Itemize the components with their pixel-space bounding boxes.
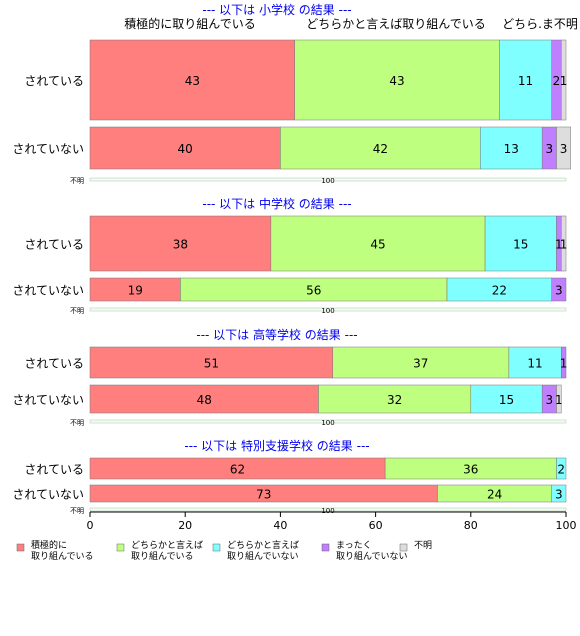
data-label: 32 xyxy=(387,393,402,407)
total-bar xyxy=(89,419,567,424)
legend-label: まったく取り組んでいない xyxy=(336,540,408,562)
total-value: 100 xyxy=(321,307,334,315)
data-label: 42 xyxy=(373,142,388,156)
row-label: されていない xyxy=(12,488,84,502)
data-label: 62 xyxy=(230,463,245,477)
data-label: 3 xyxy=(546,393,554,407)
legend-swatch xyxy=(212,543,221,552)
data-label: 2 xyxy=(553,74,561,88)
bar-segment xyxy=(560,215,567,272)
row-label: されている xyxy=(24,463,84,477)
bar-segment xyxy=(508,346,562,379)
data-label: 1 xyxy=(560,74,568,88)
data-label: 11 xyxy=(518,74,533,88)
data-label: 3 xyxy=(555,488,563,502)
data-label: 3 xyxy=(560,142,568,156)
data-label: 3 xyxy=(546,142,554,156)
legend-label: どちらかと言えば取り組んでいない xyxy=(227,539,299,562)
group-title: --- 以下は 中学校 の結果 --- xyxy=(202,196,351,211)
data-label: 1 xyxy=(560,238,568,252)
row-label: されている xyxy=(24,357,84,371)
total-value: 100 xyxy=(321,419,334,427)
bar-segment xyxy=(560,39,567,121)
bar-segment xyxy=(318,384,472,414)
row-label: されている xyxy=(24,238,84,252)
total-value: 100 xyxy=(321,177,334,185)
bar-segment xyxy=(560,346,567,379)
total-bar xyxy=(89,307,567,312)
bar-segment xyxy=(484,215,557,272)
data-label: 3 xyxy=(555,284,563,298)
category-header: 積極的に取り組んでいる xyxy=(124,16,255,31)
total-value: 100 xyxy=(321,507,334,515)
row-label: されていない xyxy=(12,393,84,407)
data-label: 1 xyxy=(555,393,563,407)
legend-label: 積極的に取り組んでいる xyxy=(31,539,94,562)
total-label: 不明 xyxy=(70,307,84,315)
data-label: 1 xyxy=(560,357,568,371)
data-label: 38 xyxy=(173,238,188,252)
data-label: 43 xyxy=(389,74,404,88)
x-tick-label: 0 xyxy=(87,519,94,532)
bar-segment xyxy=(89,126,281,170)
bar-segment xyxy=(556,126,572,170)
data-label: 22 xyxy=(492,284,507,298)
x-tick-label: 20 xyxy=(178,519,192,532)
data-label: 1 xyxy=(555,238,563,252)
legend-label: 不明 xyxy=(414,540,432,551)
legend-swatch xyxy=(116,543,125,552)
category-header: どちら.ま不明 xyxy=(502,17,578,31)
total-bar xyxy=(89,507,567,512)
x-tick-label: 60 xyxy=(369,519,383,532)
x-tick-label: 40 xyxy=(273,519,287,532)
total-label: 不明 xyxy=(70,507,84,515)
data-label: 15 xyxy=(499,393,514,407)
bar-segment xyxy=(551,484,567,503)
group-title: --- 以下は 小学校 の結果 --- xyxy=(202,2,351,17)
row-label: されていない xyxy=(12,284,84,298)
x-tick-label: 100 xyxy=(556,519,577,532)
bar-segment xyxy=(89,215,272,272)
data-label: 24 xyxy=(487,488,502,502)
bar-segment xyxy=(556,384,562,414)
bar-segment xyxy=(89,39,295,121)
legend-swatch xyxy=(16,543,25,552)
bar-segment xyxy=(551,277,567,302)
legend-swatch xyxy=(399,543,408,552)
bar-segment xyxy=(499,39,552,121)
data-label: 37 xyxy=(413,357,428,371)
row-label: されていない xyxy=(12,142,84,156)
total-bar xyxy=(89,177,567,182)
total-label: 不明 xyxy=(70,419,84,427)
bar-segment xyxy=(470,384,543,414)
bar-segment xyxy=(270,215,486,272)
data-label: 15 xyxy=(513,238,528,252)
data-label: 13 xyxy=(504,142,519,156)
data-label: 56 xyxy=(306,284,321,298)
data-label: 19 xyxy=(128,284,143,298)
bar-segment xyxy=(294,39,500,121)
total-label: 不明 xyxy=(70,177,84,185)
data-label: 51 xyxy=(204,357,219,371)
x-tick-label: 80 xyxy=(464,519,478,532)
data-label: 40 xyxy=(178,142,193,156)
bar-segment xyxy=(89,346,334,379)
data-label: 11 xyxy=(527,357,542,371)
bar-segment xyxy=(89,384,319,414)
bar-segment xyxy=(332,346,510,379)
legend-label: どちらかと言えば取り組んでいる xyxy=(131,539,203,562)
data-label: 36 xyxy=(463,463,478,477)
group-title: --- 以下は 特別支援学校 の結果 --- xyxy=(184,438,369,453)
legend-swatch xyxy=(321,543,330,552)
data-label: 73 xyxy=(256,488,271,502)
category-header: どちらかと言えば取り組んでいる xyxy=(306,17,485,31)
group-title: --- 以下は 高等学校 の結果 --- xyxy=(196,327,357,342)
bar-segment xyxy=(556,457,567,480)
data-label: 2 xyxy=(557,463,565,477)
row-label: されている xyxy=(24,74,84,88)
data-label: 45 xyxy=(370,238,385,252)
data-label: 43 xyxy=(185,74,200,88)
data-label: 48 xyxy=(197,393,212,407)
